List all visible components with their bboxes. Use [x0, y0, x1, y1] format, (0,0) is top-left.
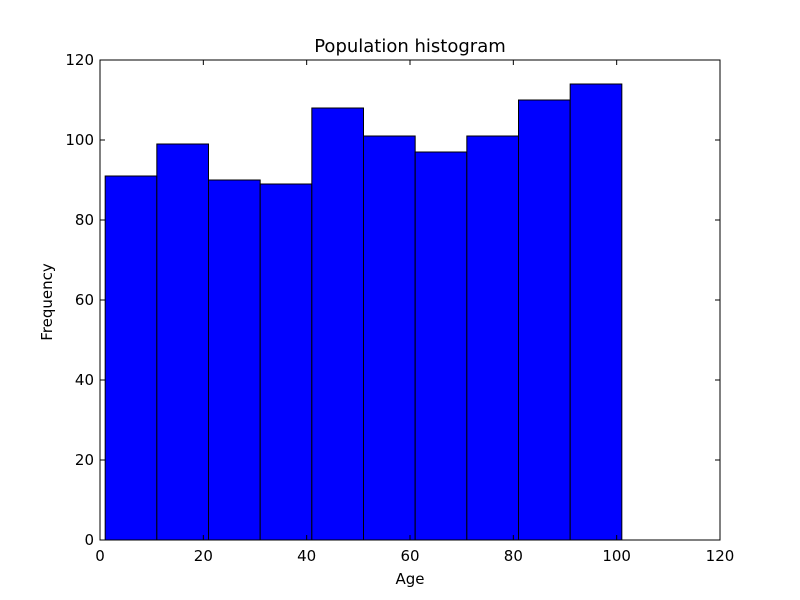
- chart-title: Population histogram: [314, 36, 506, 57]
- x-tick-label-3: 60: [400, 547, 419, 565]
- x-tick-label-1: 20: [194, 547, 213, 565]
- x-tick-label-4: 80: [504, 547, 523, 565]
- bars-layer: [104, 83, 623, 541]
- x-tick-label-2: 40: [297, 547, 316, 565]
- histogram-bar-10: [569, 83, 623, 541]
- histogram-bar-4: [259, 183, 313, 541]
- y-tick-label-3: 60: [75, 291, 94, 309]
- x-tick-label-6: 120: [706, 547, 735, 565]
- x-tick-label-0: 0: [95, 547, 105, 565]
- y-tick-label-5: 100: [65, 131, 94, 149]
- histogram-bar-2: [156, 143, 209, 541]
- x-tick-label-5: 100: [602, 547, 631, 565]
- histogram-bar-8: [466, 135, 520, 541]
- histogram-bar-7: [414, 151, 468, 541]
- x-axis-label: Age: [395, 570, 424, 588]
- histogram-bar-5: [311, 107, 365, 541]
- histogram-bar-9: [518, 99, 571, 541]
- histogram-bar-6: [363, 135, 416, 541]
- y-axis-label: Frequency: [38, 263, 56, 341]
- y-tick-label-4: 80: [75, 211, 94, 229]
- histogram-bar-3: [208, 179, 261, 541]
- y-tick-label-0: 0: [84, 531, 94, 549]
- y-tick-label-6: 120: [65, 51, 94, 69]
- y-tick-label-1: 20: [75, 451, 94, 469]
- histogram-bar-1: [104, 175, 158, 541]
- y-tick-label-2: 40: [75, 371, 94, 389]
- ticks-layer: 0 20 40 60 80 100 120 0 20 40 60 80 100 120: [65, 51, 734, 565]
